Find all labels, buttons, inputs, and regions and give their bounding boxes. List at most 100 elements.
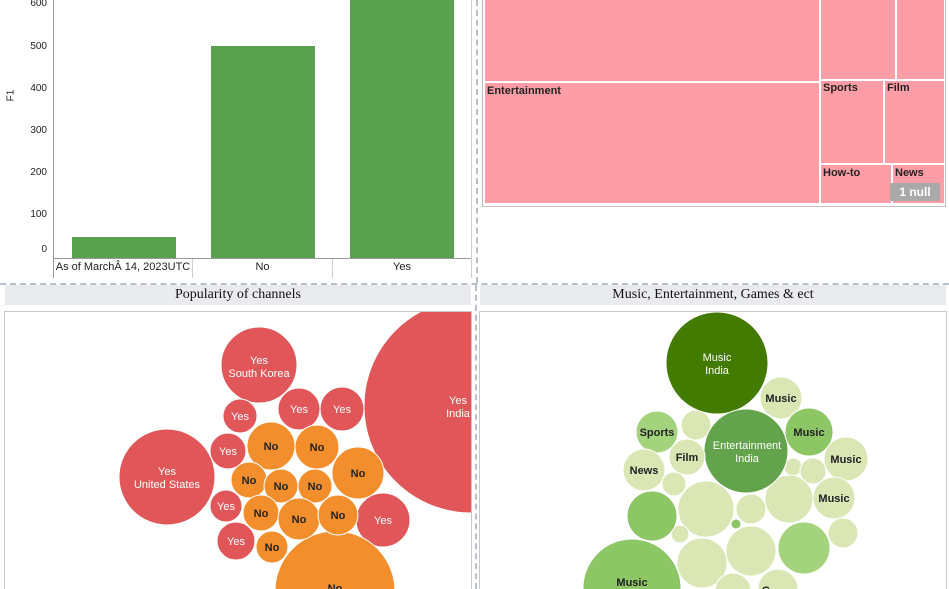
bubble-yes[interactable]: Yes — [209, 432, 247, 470]
y-tick: 500 — [30, 41, 47, 52]
bubble-music[interactable]: Music — [784, 407, 834, 457]
x-category-label: As of MarchÂ 14, 2023UTC — [55, 261, 191, 273]
bubble-news[interactable]: News — [622, 448, 666, 492]
x-category-label: No — [255, 261, 270, 273]
svg-text:No: No — [242, 475, 257, 487]
bubble-yes-south-korea[interactable]: Yes South Korea — [220, 326, 298, 404]
treemap-cell-top-mid[interactable] — [821, 0, 895, 79]
bubble-music-india[interactable]: Music India — [665, 312, 769, 415]
bubble-unlabeled[interactable] — [735, 493, 767, 525]
treemap-cell-film[interactable] — [885, 81, 944, 163]
bubble-unlabeled[interactable] — [714, 572, 752, 589]
bar-yes[interactable] — [350, 0, 454, 258]
bar-as-of[interactable] — [72, 237, 176, 258]
svg-text:Yes: Yes — [250, 355, 268, 367]
bubble-sports[interactable]: Sports — [635, 410, 679, 454]
bubble-no[interactable]: No — [317, 494, 359, 536]
null-indicator-badge[interactable]: 1 null — [890, 183, 940, 201]
svg-text:Yes: Yes — [231, 411, 249, 423]
bubble-no[interactable]: No — [294, 424, 340, 470]
pane-separator — [0, 283, 949, 285]
bubble-film[interactable]: Film — [668, 438, 706, 476]
treemap-cell-howto[interactable] — [821, 165, 891, 203]
bubble-yes[interactable]: Yes — [222, 398, 258, 434]
bubble-yes[interactable]: Yes — [209, 489, 243, 523]
y-tick: 300 — [30, 125, 47, 136]
bubble-unlabeled[interactable] — [725, 525, 777, 577]
bubble-unlabeled[interactable] — [626, 490, 678, 542]
svg-text:No: No — [308, 481, 323, 493]
bubble-yes-united-states[interactable]: Yes United States — [118, 428, 216, 526]
bubble-unlabeled[interactable] — [676, 537, 728, 589]
svg-text:India: India — [705, 365, 730, 377]
pane-title-popularity: Popularity of channels — [5, 285, 471, 305]
treemap-container — [482, 0, 946, 207]
treemap-label-entertainment: Entertainment — [487, 85, 561, 97]
x-axis-line — [53, 258, 471, 259]
svg-text:No: No — [254, 508, 269, 520]
bubble-yes[interactable]: Yes — [277, 387, 321, 431]
bubble-music[interactable]: Music — [759, 376, 803, 420]
treemap-cell-entertainment[interactable] — [485, 83, 819, 203]
bubble-no[interactable]: No — [297, 468, 333, 504]
svg-text:No: No — [331, 510, 346, 522]
svg-text:Music: Music — [818, 493, 849, 505]
bar-no[interactable] — [211, 46, 315, 258]
svg-text:Yes: Yes — [217, 501, 235, 513]
bubble-no[interactable]: No — [255, 530, 289, 564]
bubble-no[interactable]: No — [246, 421, 296, 471]
bubble-unlabeled[interactable] — [730, 518, 742, 530]
bubble-no[interactable]: No — [242, 494, 280, 532]
treemap-cell-top-large[interactable] — [485, 0, 819, 81]
y-tick: 200 — [30, 167, 47, 178]
popularity-bubble-chart: Yes India Yes South Korea Yes United Sta… — [118, 312, 471, 589]
bubble-no[interactable]: No — [277, 497, 321, 541]
x-axis-divider — [471, 0, 472, 278]
bubble-no[interactable]: No — [331, 446, 385, 500]
pane-title-categories: Music, Entertainment, Games & ect — [480, 285, 946, 305]
bubble-yes[interactable]: Yes — [216, 521, 256, 561]
bubble-music[interactable]: Music — [812, 476, 856, 520]
y-tick: 600 — [30, 0, 47, 9]
svg-text:Yes: Yes — [227, 536, 245, 548]
popularity-bubble-pane: Yes India Yes South Korea Yes United Sta… — [4, 311, 472, 589]
treemap-label-sports: Sports — [823, 82, 858, 94]
svg-text:Yes: Yes — [290, 404, 308, 416]
bubble-music[interactable]: Music — [823, 436, 869, 482]
svg-text:Film: Film — [676, 452, 699, 464]
svg-text:Music: Music — [793, 427, 824, 439]
bubble-unlabeled[interactable] — [670, 524, 690, 544]
bubble-unlabeled[interactable] — [777, 521, 831, 575]
pane-separator — [476, 0, 478, 283]
svg-text:No: No — [264, 441, 279, 453]
svg-text:Yes: Yes — [333, 404, 351, 416]
treemap-cell-sports[interactable] — [821, 81, 883, 163]
bubble-unlabeled[interactable] — [799, 457, 827, 485]
y-tick: 400 — [30, 83, 47, 94]
bubble-no[interactable]: No — [263, 468, 299, 504]
svg-text:No: No — [351, 468, 366, 480]
bubble-no[interactable]: No — [230, 461, 268, 499]
bubble-music-large[interactable]: Music — [582, 538, 682, 589]
svg-text:News: News — [630, 465, 659, 477]
bubble-unlabeled[interactable] — [677, 480, 735, 538]
treemap-pane: Entertainment Sports Film How-to News 1 … — [480, 0, 949, 283]
svg-text:No: No — [274, 481, 289, 493]
svg-text:Music: Music — [830, 454, 861, 466]
bubble-yes[interactable]: Yes — [319, 386, 365, 432]
svg-text:No: No — [328, 583, 343, 589]
svg-text:Entertainment: Entertainment — [713, 440, 781, 452]
category-bubble-chart: G Music India Entertainment India Music — [582, 312, 869, 589]
treemap-label-film: Film — [887, 82, 910, 94]
svg-text:Music: Music — [765, 393, 796, 405]
bubble-unlabeled[interactable] — [661, 471, 687, 497]
treemap-cell-top-right[interactable] — [897, 0, 944, 79]
bubble-g[interactable]: G — [757, 568, 799, 589]
bubble-unlabeled[interactable] — [827, 517, 859, 549]
y-axis-line — [53, 0, 54, 278]
svg-text:No: No — [310, 442, 325, 454]
svg-text:India: India — [735, 453, 760, 465]
svg-text:No: No — [292, 514, 307, 526]
pane-separator — [475, 285, 477, 589]
bubble-entertainment-india[interactable]: Entertainment India — [703, 408, 789, 494]
